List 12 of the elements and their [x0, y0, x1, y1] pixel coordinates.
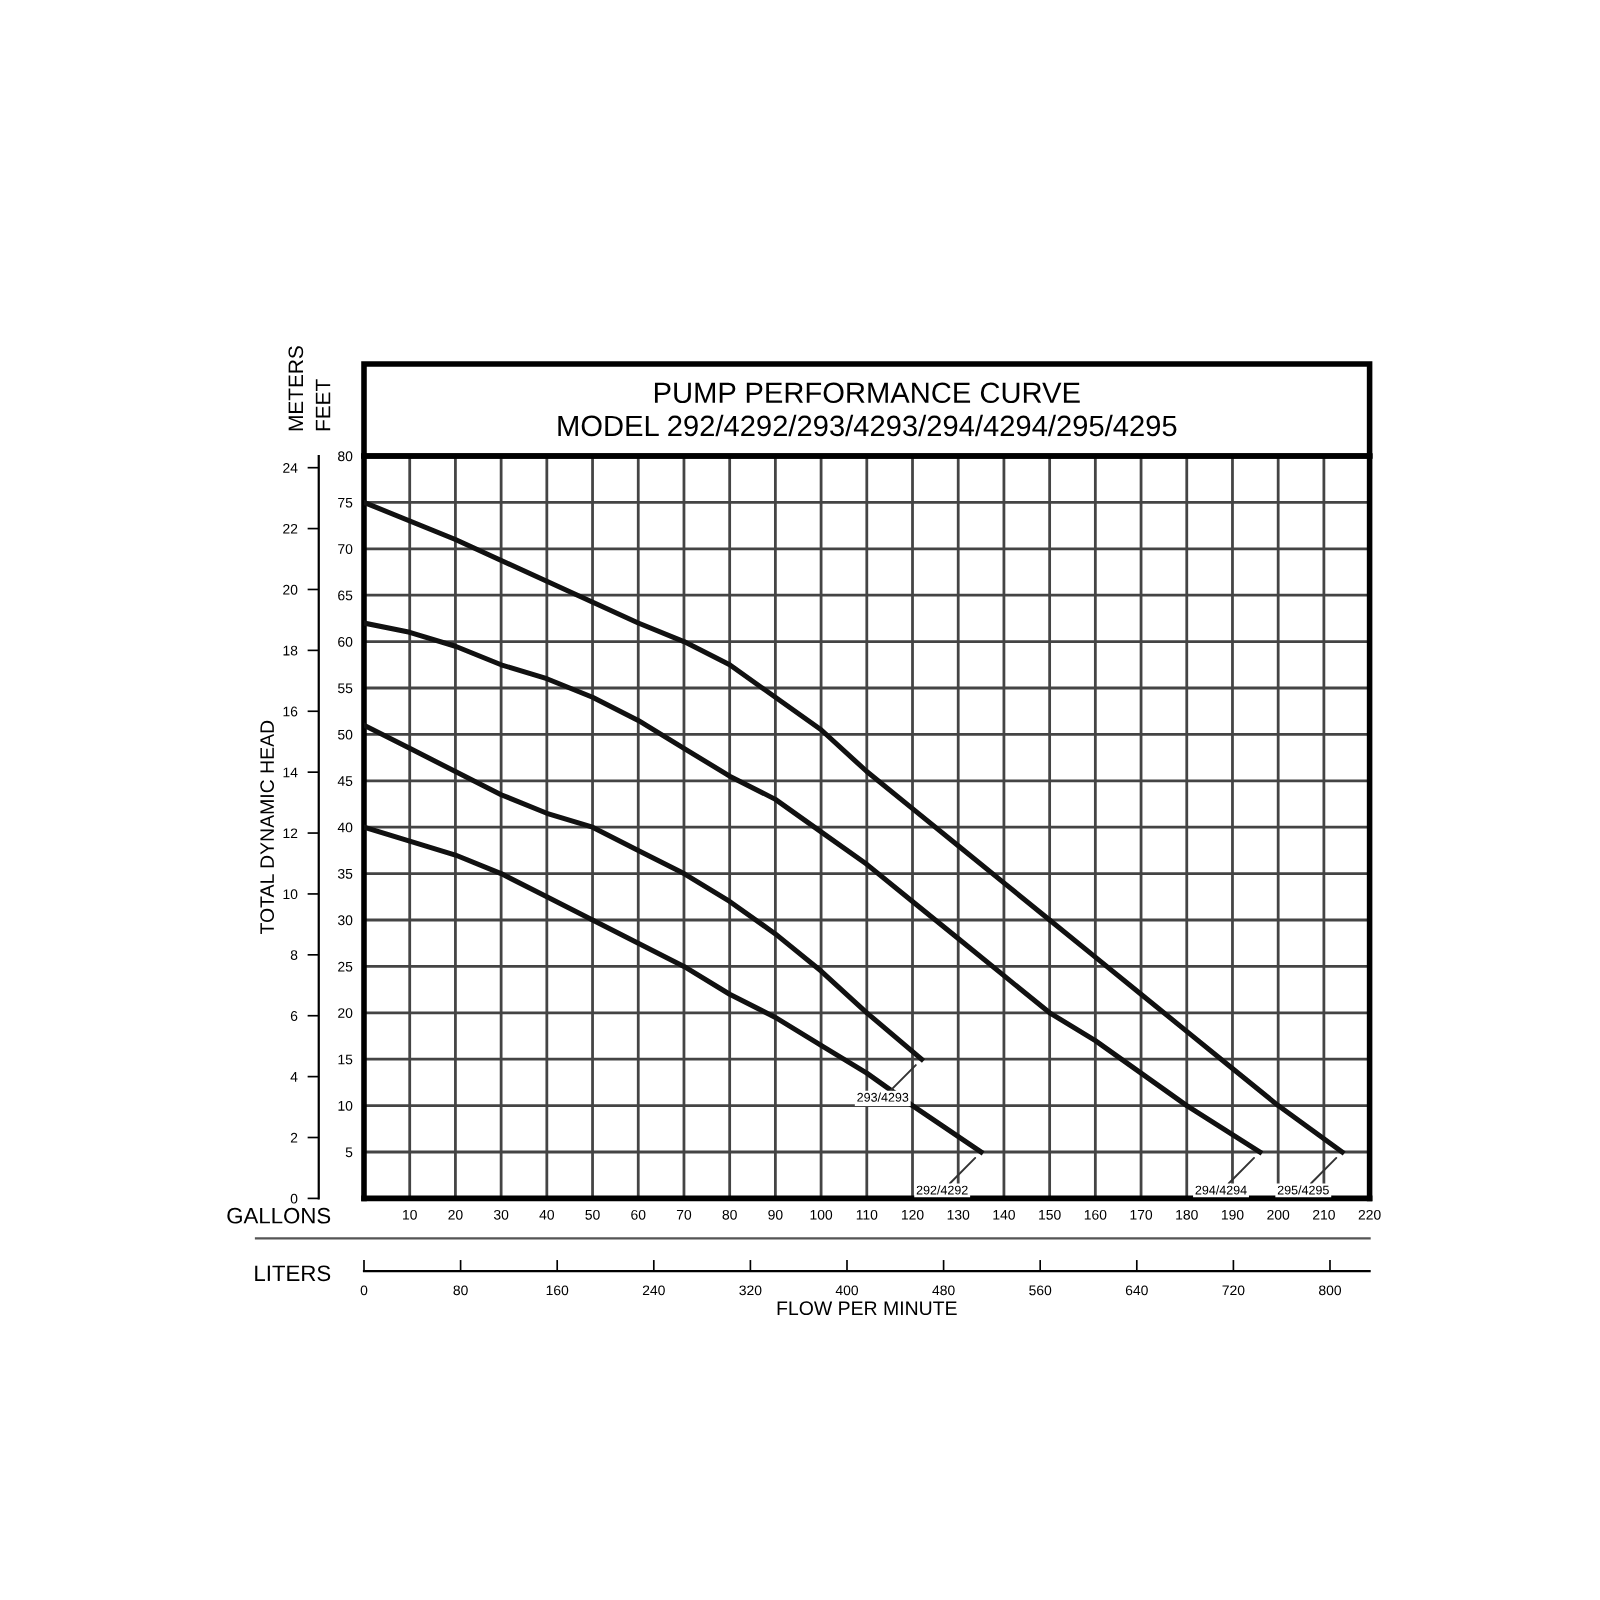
- y-axis-title: FEET: [315, 379, 331, 431]
- line-series: [364, 620, 1263, 1155]
- chart-title: PUMP PERFORMANCE CURVE: [654, 382, 1080, 404]
- y2-axis-title: METERS: [288, 346, 304, 431]
- text: FLOW PER MINUTE: [777, 1301, 957, 1316]
- line-series: [364, 499, 1345, 1155]
- text: TOTAL DYNAMIC HEAD: [260, 720, 275, 935]
- x-axis-title: GALLONS: [227, 1207, 331, 1224]
- line-series: [364, 722, 925, 1062]
- x2-axis-title: LITERS: [255, 1265, 331, 1282]
- chart-subtitle: MODEL 292/4292/293/4293/294/4294/295/4295: [558, 414, 1177, 437]
- line-series: [364, 824, 984, 1155]
